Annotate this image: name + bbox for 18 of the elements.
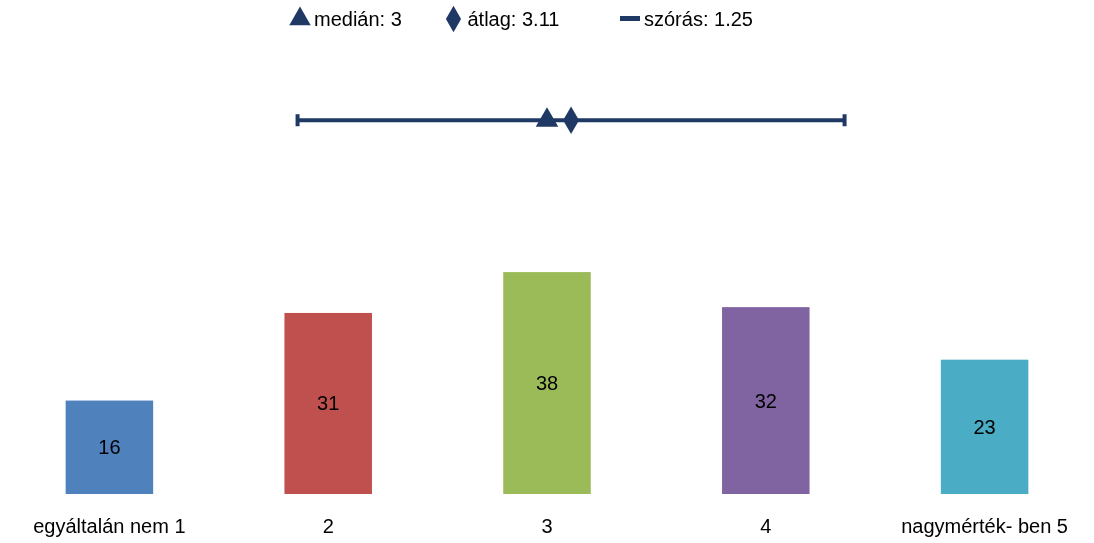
bar bbox=[503, 272, 591, 494]
x-tick-label: nagymérték- ben 5 bbox=[901, 515, 1068, 537]
data-label: 38 bbox=[535, 372, 559, 395]
x-tick-label: egyáltalán nem 1 bbox=[33, 515, 186, 537]
bar bbox=[65, 400, 154, 494]
legend-label: átlag: 3.11 bbox=[467, 8, 560, 30]
data-label: 16 bbox=[98, 436, 121, 459]
x-tick-label: 4 bbox=[760, 515, 772, 537]
data-label: 23 bbox=[973, 415, 996, 438]
data-label: 32 bbox=[754, 389, 777, 412]
bar bbox=[722, 307, 810, 494]
bar bbox=[284, 312, 372, 494]
legend-label: szórás: 1.25 bbox=[644, 8, 753, 30]
x-tick-label: 2 bbox=[322, 515, 334, 537]
x-tick-label: 3 bbox=[541, 515, 553, 537]
bar bbox=[940, 359, 1029, 494]
legend-label: medián: 3 bbox=[314, 8, 402, 30]
data-label: 31 bbox=[317, 392, 340, 415]
